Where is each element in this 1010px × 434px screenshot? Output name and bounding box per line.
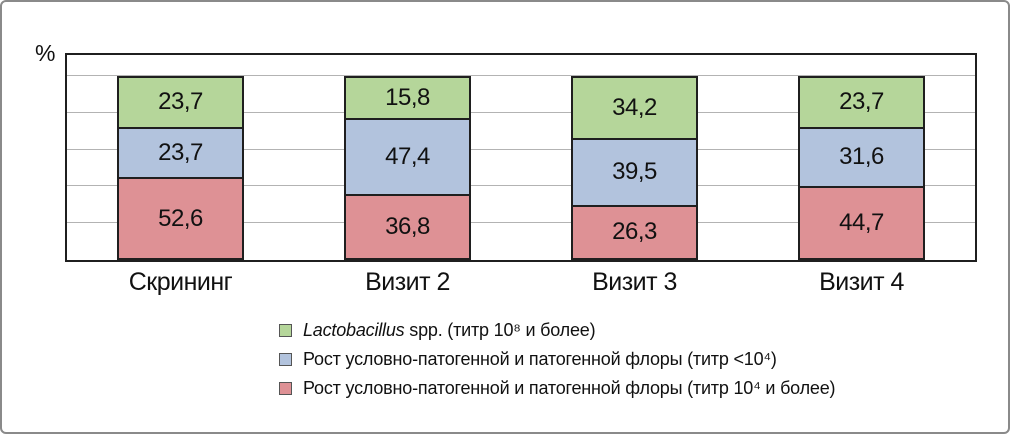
- legend-label: Рост условно-патогенной и патогенной фло…: [303, 349, 777, 369]
- bar-segment: 31,6: [800, 126, 923, 186]
- bar-segment: 52,6: [119, 177, 242, 258]
- bar-value-label: 47,4: [385, 143, 430, 171]
- bar-value-label: 31,6: [839, 143, 884, 171]
- category-label: Визит 2: [365, 268, 450, 296]
- category-label: Визит 4: [819, 268, 904, 296]
- legend: Lactobacillus spp. (титр 10⁸ и более) Ро…: [279, 316, 836, 403]
- bar-segment: 44,7: [800, 185, 923, 258]
- bar-segment: 23,7: [800, 78, 923, 127]
- bar-value-label: 34,2: [612, 93, 657, 121]
- stacked-bar-4: 23,7 31,6 44,7: [798, 76, 925, 260]
- legend-swatch-green: [279, 324, 292, 337]
- gridline: [67, 185, 975, 187]
- legend-swatch-blue: [279, 353, 292, 366]
- stacked-bar-3: 34,2 39,5 26,3: [571, 76, 698, 260]
- gridline: [67, 148, 975, 150]
- gridline: [67, 111, 975, 113]
- bar-segment: 36,8: [346, 193, 469, 258]
- stacked-bar-2: 15,8 47,4 36,8: [344, 76, 471, 260]
- x-axis-category-labels: Скрининг Визит 2 Визит 3 Визит 4: [67, 268, 975, 297]
- category-label: Визит 3: [592, 268, 677, 296]
- bar-value-label: 23,7: [158, 88, 203, 116]
- bar-value-label: 39,5: [612, 158, 657, 186]
- bar-segment: 34,2: [573, 78, 696, 138]
- bar-segment: 23,7: [119, 126, 242, 178]
- bar-segment: 23,7: [119, 78, 242, 127]
- legend-item-flora-high-titer: Рост условно-патогенной и патогенной фло…: [279, 374, 836, 403]
- category-label: Скрининг: [128, 268, 233, 296]
- stacked-bar-1: 23,7 23,7 52,6: [117, 76, 244, 260]
- bar-value-label: 15,8: [385, 84, 430, 112]
- bar-segment: 15,8: [346, 78, 469, 119]
- y-axis-label: %: [35, 40, 55, 66]
- bar-value-label: 23,7: [158, 138, 203, 166]
- plot-area: 23,7 23,7 52,6 15,8 47,4 36,8 34,2 39,5 26,3 23,7…: [65, 53, 977, 262]
- bar-segment: 39,5: [573, 137, 696, 205]
- bar-segment: 26,3: [573, 204, 696, 258]
- gridline: [67, 75, 975, 76]
- legend-item-flora-low-titer: Рост условно-патогенной и патогенной фло…: [279, 345, 835, 374]
- legend-label: Lactobacillus spp. (титр 10⁸ и более): [303, 320, 596, 340]
- gridline: [67, 222, 975, 224]
- legend-item-lactobacillus: Lactobacillus spp. (титр 10⁸ и более): [279, 316, 835, 345]
- bar-value-label: 26,3: [612, 218, 657, 246]
- legend-swatch-red: [279, 382, 292, 395]
- bar-value-label: 44,7: [839, 208, 884, 236]
- legend-label: Рост условно-патогенной и патогенной фло…: [303, 378, 836, 398]
- bar-value-label: 23,7: [839, 88, 884, 116]
- bar-value-label: 36,8: [385, 212, 430, 240]
- bar-segment: 47,4: [346, 118, 469, 194]
- bar-value-label: 52,6: [158, 204, 203, 232]
